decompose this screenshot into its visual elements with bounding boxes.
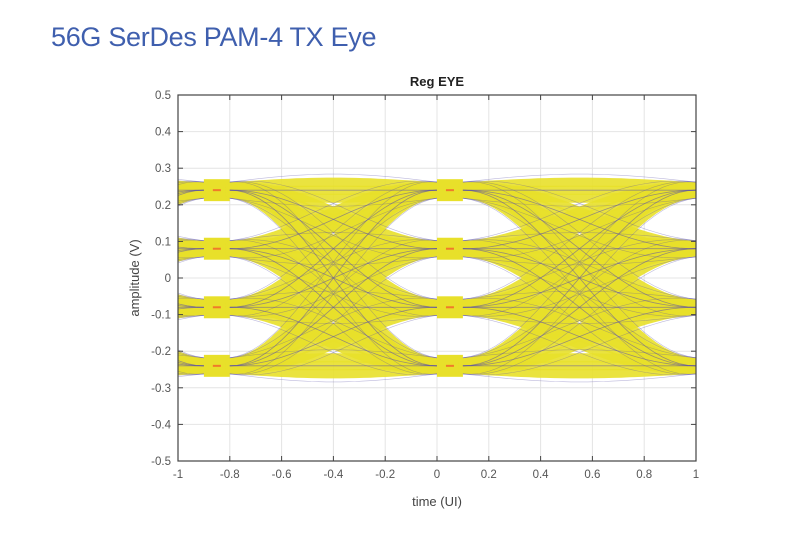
x-tick-label: -1 xyxy=(173,469,183,481)
axis-ticks xyxy=(177,94,697,462)
y-tick-label: 0.5 xyxy=(155,90,171,102)
y-tick-label: 0.3 xyxy=(155,163,171,175)
x-tick-label: -0.8 xyxy=(220,469,240,481)
x-tick-label: 0.8 xyxy=(636,469,652,481)
x-tick-label: 0.4 xyxy=(533,469,550,481)
x-tick-label: -0.2 xyxy=(375,469,395,481)
y-tick-label: -0.2 xyxy=(151,346,171,358)
x-tick-label: -0.6 xyxy=(272,469,292,481)
y-tick-label: -0.5 xyxy=(151,456,171,468)
x-tick-label: 0.2 xyxy=(481,469,497,481)
eye-traces xyxy=(178,173,696,383)
chart-title: Reg EYE xyxy=(0,74,800,89)
chart-title-text: Reg EYE xyxy=(409,74,465,89)
x-tick-labels: -1 -0.8 -0.6 -0.4 -0.2 0 0.2 0.4 0.6 0.8 1 xyxy=(173,469,699,481)
y-tick-label: 0.2 xyxy=(155,200,171,212)
x-tick-label: 0.6 xyxy=(584,469,600,481)
y-tick-label: -0.1 xyxy=(151,310,171,322)
y-tick-label: 0.4 xyxy=(155,127,172,139)
y-axis-label: amplitude (V) xyxy=(127,239,142,316)
y-tick-labels: 0.5 0.4 0.3 0.2 0.1 0 -0.1 -0.2 -0.3 -0.4 -0.5 xyxy=(151,90,171,468)
x-axis-label: time (UI) xyxy=(412,494,462,509)
x-tick-label: -0.4 xyxy=(323,469,343,481)
page-title: 56G SerDes PAM-4 TX Eye xyxy=(51,22,377,52)
y-tick-label: 0.1 xyxy=(155,236,171,248)
y-tick-label: 0 xyxy=(165,273,171,285)
y-tick-label: -0.4 xyxy=(151,419,171,431)
x-tick-label: 1 xyxy=(693,469,699,481)
x-tick-label: 0 xyxy=(434,469,440,481)
y-tick-label: -0.3 xyxy=(151,383,171,395)
